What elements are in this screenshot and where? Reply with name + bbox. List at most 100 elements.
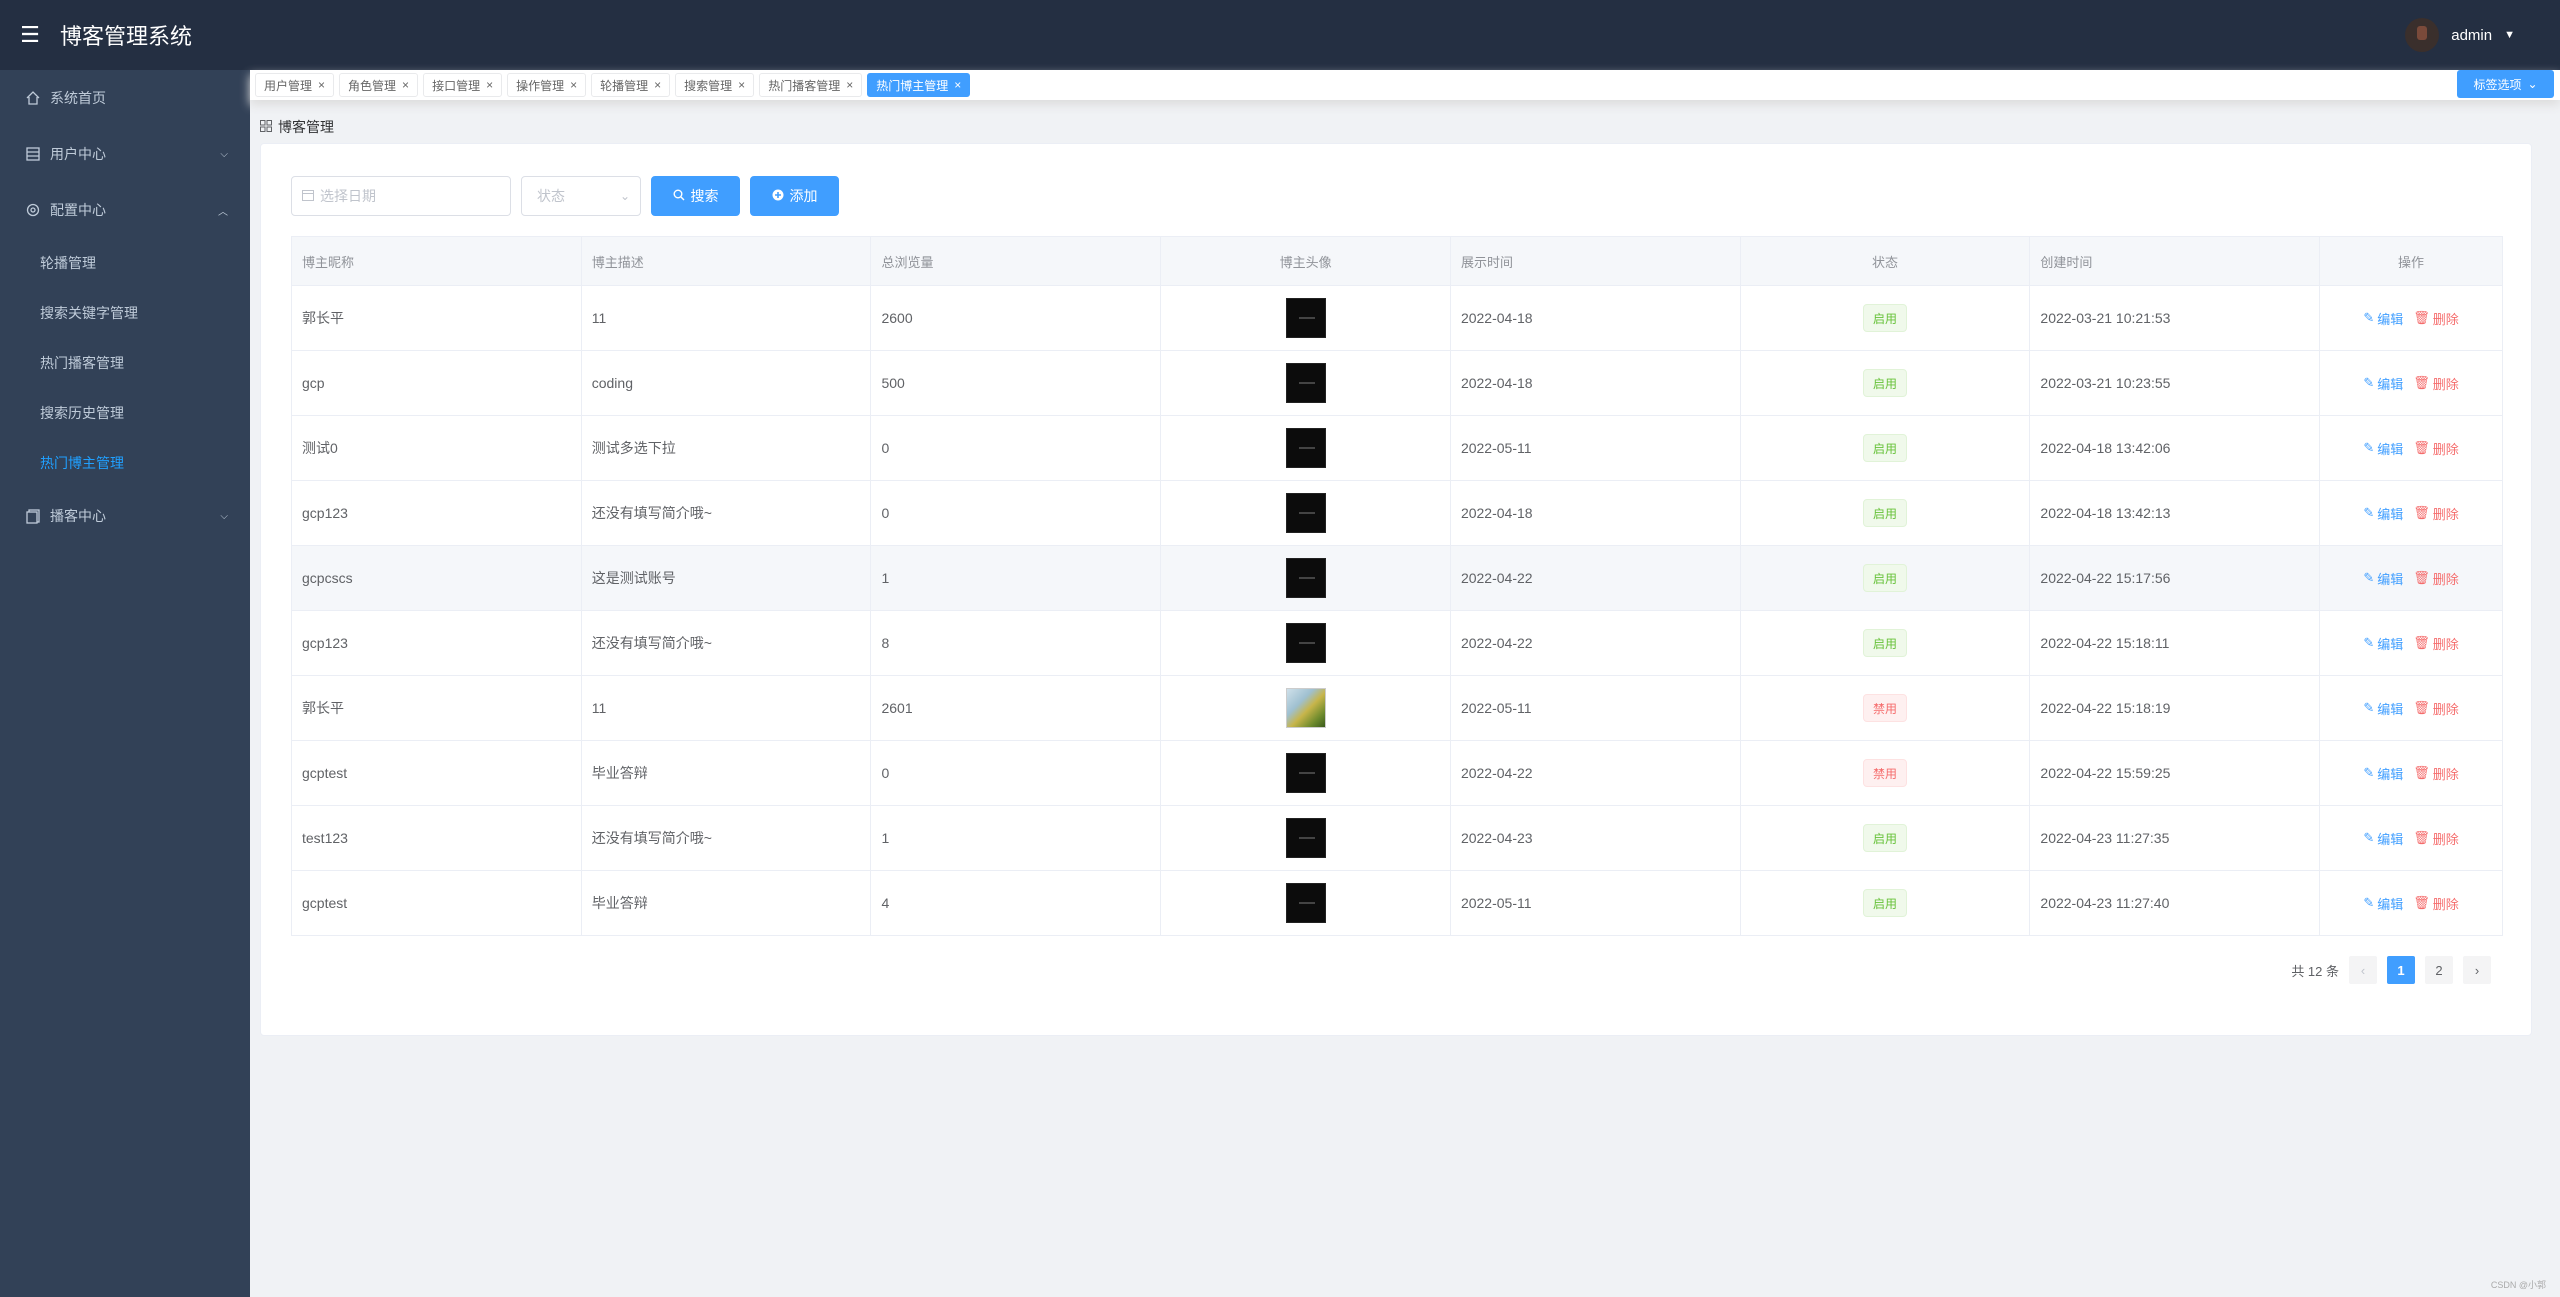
- add-button-label: 添加: [789, 188, 818, 204]
- status-badge: 禁用: [1863, 694, 1908, 722]
- tab-label: 操作管理: [516, 78, 565, 93]
- avatar[interactable]: [1285, 688, 1326, 728]
- tab-item[interactable]: 轮播管理 ×: [591, 73, 671, 97]
- cell-show-time: 2022-04-18: [1451, 286, 1741, 350]
- search-button[interactable]: 搜索: [651, 176, 740, 216]
- tab-item[interactable]: 接口管理 ×: [423, 73, 503, 97]
- cell-name: gcp: [292, 351, 582, 415]
- prev-page-button[interactable]: ‹: [2349, 956, 2377, 984]
- tag-options-button[interactable]: 标签选项 ⌄: [2457, 70, 2554, 98]
- sidebar-item-hot-bloggers[interactable]: 热门博主管理: [40, 455, 124, 471]
- edit-button[interactable]: ✎ 编辑: [2363, 309, 2403, 328]
- edit-button[interactable]: ✎ 编辑: [2363, 504, 2403, 523]
- tag-options-label: 标签选项: [2473, 77, 2522, 92]
- app-title: 博客管理系统: [60, 24, 193, 49]
- cell-name: gcpcscs: [292, 546, 582, 610]
- plus-circle-icon: [772, 188, 784, 204]
- edit-button[interactable]: ✎ 编辑: [2363, 634, 2403, 653]
- close-icon[interactable]: ×: [570, 78, 578, 92]
- status-badge: 启用: [1863, 564, 1908, 592]
- tab-item[interactable]: 用户管理 ×: [255, 73, 335, 97]
- close-icon[interactable]: ×: [654, 78, 662, 92]
- edit-label: 编辑: [2377, 766, 2404, 782]
- home-icon: [24, 89, 42, 107]
- delete-button[interactable]: 🗑 删除: [2413, 309, 2459, 328]
- page-button-1[interactable]: 1: [2387, 956, 2415, 984]
- avatar[interactable]: [1285, 298, 1326, 338]
- trash-icon: 🗑: [2413, 505, 2430, 520]
- next-page-button[interactable]: ›: [2463, 956, 2491, 984]
- avatar[interactable]: [1285, 883, 1326, 923]
- cell-views: 500: [871, 351, 1162, 415]
- tab-item[interactable]: 角色管理 ×: [339, 73, 419, 97]
- avatar[interactable]: [1285, 753, 1326, 793]
- edit-button[interactable]: ✎ 编辑: [2363, 569, 2403, 588]
- cell-avatar: [1161, 481, 1451, 545]
- cell-status: 禁用: [1741, 676, 2031, 740]
- tab-label: 接口管理: [432, 78, 481, 93]
- tab-item[interactable]: 热门播客管理 ×: [759, 73, 863, 97]
- close-icon[interactable]: ×: [738, 78, 746, 92]
- delete-button[interactable]: 🗑 删除: [2413, 569, 2459, 588]
- page-button-2[interactable]: 2: [2425, 956, 2453, 984]
- tab-item[interactable]: 热门博主管理 ×: [867, 73, 971, 97]
- delete-button[interactable]: 🗑 删除: [2413, 439, 2459, 458]
- edit-label: 编辑: [2377, 441, 2404, 457]
- hamburger-icon[interactable]: ☰: [20, 22, 40, 47]
- tab-item[interactable]: 操作管理 ×: [507, 73, 587, 97]
- avatar[interactable]: [2405, 18, 2440, 52]
- trash-icon: 🗑: [2413, 765, 2430, 780]
- date-picker-input[interactable]: 选择日期: [291, 176, 511, 216]
- edit-icon: ✎: [2363, 570, 2375, 585]
- close-icon[interactable]: ×: [846, 78, 854, 92]
- table-row: gcp123 还没有填写简介哦~ 8 2022-04-22 启用 2022-04-22 1…: [292, 610, 2502, 675]
- edit-button[interactable]: ✎ 编辑: [2363, 829, 2403, 848]
- delete-button[interactable]: 🗑 删除: [2413, 699, 2459, 718]
- caret-down-icon[interactable]: ▼: [2504, 29, 2515, 41]
- cell-status: 禁用: [1741, 741, 2031, 805]
- avatar[interactable]: [1285, 363, 1326, 403]
- username[interactable]: admin: [2451, 26, 2493, 44]
- cell-status: 启用: [1741, 611, 2031, 675]
- cell-created: 2022-04-22 15:18:19: [2030, 676, 2321, 740]
- edit-icon: ✎: [2363, 440, 2375, 455]
- avatar[interactable]: [1285, 818, 1326, 858]
- cell-desc: 11: [582, 676, 872, 740]
- sidebar-item-carousel[interactable]: 轮播管理: [40, 255, 96, 271]
- tab-label: 用户管理: [264, 78, 313, 93]
- close-icon[interactable]: ×: [954, 78, 962, 92]
- delete-button[interactable]: 🗑 删除: [2413, 634, 2459, 653]
- delete-button[interactable]: 🗑 删除: [2413, 829, 2459, 848]
- delete-button[interactable]: 🗑 删除: [2413, 504, 2459, 523]
- sidebar-item-hot-blogs[interactable]: 热门播客管理: [40, 355, 124, 371]
- sidebar-item-search-history[interactable]: 搜索历史管理: [40, 405, 124, 421]
- close-icon[interactable]: ×: [318, 78, 326, 92]
- edit-button[interactable]: ✎ 编辑: [2363, 764, 2403, 783]
- avatar[interactable]: [1285, 428, 1326, 468]
- delete-button[interactable]: 🗑 删除: [2413, 374, 2459, 393]
- sidebar-item-blog-center[interactable]: 播客中心 ⌵: [0, 488, 250, 544]
- user-menu[interactable]: admin ▼: [2405, 0, 2515, 70]
- cell-desc: 还没有填写简介哦~: [582, 611, 872, 675]
- add-button[interactable]: 添加: [750, 176, 839, 216]
- tab-item[interactable]: 搜索管理 ×: [675, 73, 755, 97]
- edit-button[interactable]: ✎ 编辑: [2363, 374, 2403, 393]
- close-icon[interactable]: ×: [486, 78, 494, 92]
- avatar[interactable]: [1285, 623, 1326, 663]
- close-icon[interactable]: ×: [402, 78, 410, 92]
- edit-button[interactable]: ✎ 编辑: [2363, 439, 2403, 458]
- sidebar-item-user-center[interactable]: 用户中心 ⌵: [0, 126, 250, 182]
- avatar[interactable]: [1285, 493, 1326, 533]
- edit-button[interactable]: ✎ 编辑: [2363, 894, 2403, 913]
- sidebar-item-search-keywords[interactable]: 搜索关键字管理: [40, 305, 138, 321]
- edit-label: 编辑: [2377, 701, 2404, 717]
- delete-button[interactable]: 🗑 删除: [2413, 894, 2459, 913]
- sidebar-item-home[interactable]: 系统首页: [0, 70, 250, 126]
- sidebar-item-config-center[interactable]: 配置中心 ︿: [0, 182, 250, 238]
- status-select[interactable]: 状态 ⌄: [521, 176, 641, 216]
- edit-button[interactable]: ✎ 编辑: [2363, 699, 2403, 718]
- delete-button[interactable]: 🗑 删除: [2413, 764, 2459, 783]
- avatar[interactable]: [1285, 558, 1326, 598]
- cell-avatar: [1161, 676, 1451, 740]
- cell-desc: coding: [582, 351, 872, 415]
